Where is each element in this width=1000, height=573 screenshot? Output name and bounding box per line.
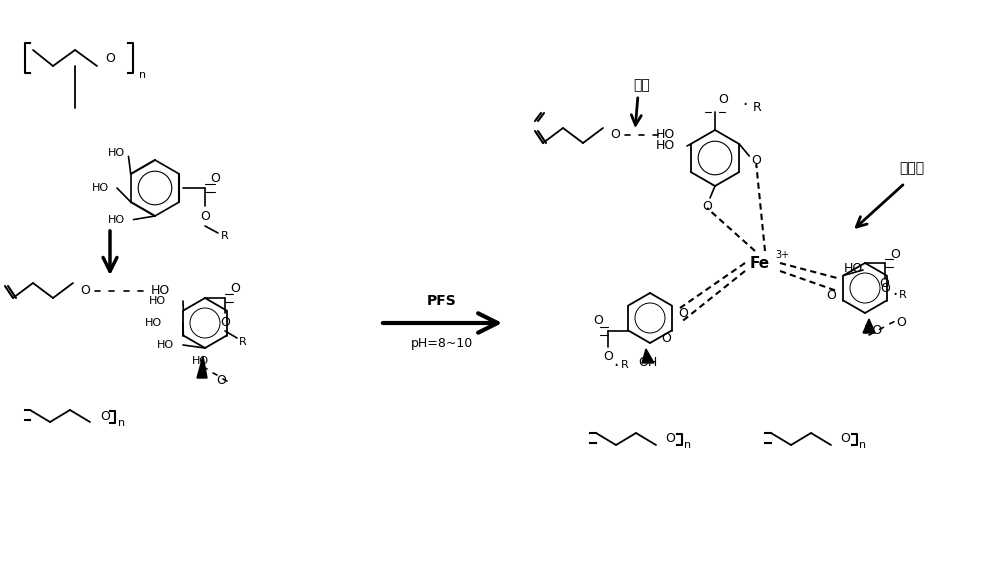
Text: 3+: 3+ xyxy=(775,250,789,260)
Text: O: O xyxy=(105,52,115,65)
Text: HO: HO xyxy=(156,340,174,350)
Text: O: O xyxy=(751,155,761,167)
Text: R: R xyxy=(221,231,229,241)
Text: O: O xyxy=(662,332,672,345)
Text: O: O xyxy=(679,307,689,320)
Text: O: O xyxy=(826,289,836,302)
Text: Fe: Fe xyxy=(750,256,770,270)
Text: O: O xyxy=(610,128,620,142)
Text: HO: HO xyxy=(108,214,125,225)
Text: ·: · xyxy=(742,96,748,114)
Polygon shape xyxy=(863,319,875,333)
Text: HO: HO xyxy=(144,318,162,328)
Text: O: O xyxy=(200,210,210,222)
Text: 氢键: 氢键 xyxy=(634,78,650,92)
Text: PFS: PFS xyxy=(427,294,457,308)
Polygon shape xyxy=(642,349,654,363)
Text: HO: HO xyxy=(191,356,209,366)
Text: O: O xyxy=(80,285,90,297)
Text: O: O xyxy=(230,281,240,295)
Text: HO: HO xyxy=(863,324,883,337)
Text: O: O xyxy=(880,282,890,296)
Text: R: R xyxy=(899,290,907,300)
Polygon shape xyxy=(197,356,207,378)
Text: O: O xyxy=(880,277,890,290)
Text: n: n xyxy=(859,440,867,450)
Text: O: O xyxy=(718,93,728,107)
Text: O: O xyxy=(593,314,603,327)
Text: O: O xyxy=(220,316,230,329)
Text: HO: HO xyxy=(151,285,170,297)
Text: R: R xyxy=(753,101,761,115)
Text: O: O xyxy=(216,375,226,387)
Text: R: R xyxy=(239,337,247,347)
Text: HO: HO xyxy=(148,296,166,306)
Text: O: O xyxy=(603,350,613,363)
Text: n: n xyxy=(118,418,126,428)
Text: O: O xyxy=(840,433,850,445)
Text: 配位鍵: 配位鍵 xyxy=(899,161,925,175)
Text: O: O xyxy=(890,249,900,261)
Text: HO: HO xyxy=(655,139,675,152)
Text: HO: HO xyxy=(108,148,125,158)
Text: ·: · xyxy=(892,286,898,304)
Text: O: O xyxy=(665,433,675,445)
Text: HO: HO xyxy=(843,261,863,274)
Text: HO: HO xyxy=(655,128,675,142)
Text: HO: HO xyxy=(91,183,109,193)
Text: pH=8~10: pH=8~10 xyxy=(411,336,473,350)
Text: n: n xyxy=(139,70,147,80)
Text: n: n xyxy=(684,440,692,450)
Text: O: O xyxy=(896,316,906,329)
Text: O: O xyxy=(100,410,110,423)
Text: R: R xyxy=(620,359,628,370)
Text: O: O xyxy=(210,171,220,185)
Text: ·: · xyxy=(614,356,619,375)
Text: O: O xyxy=(702,199,712,213)
Text: OH: OH xyxy=(638,356,658,370)
